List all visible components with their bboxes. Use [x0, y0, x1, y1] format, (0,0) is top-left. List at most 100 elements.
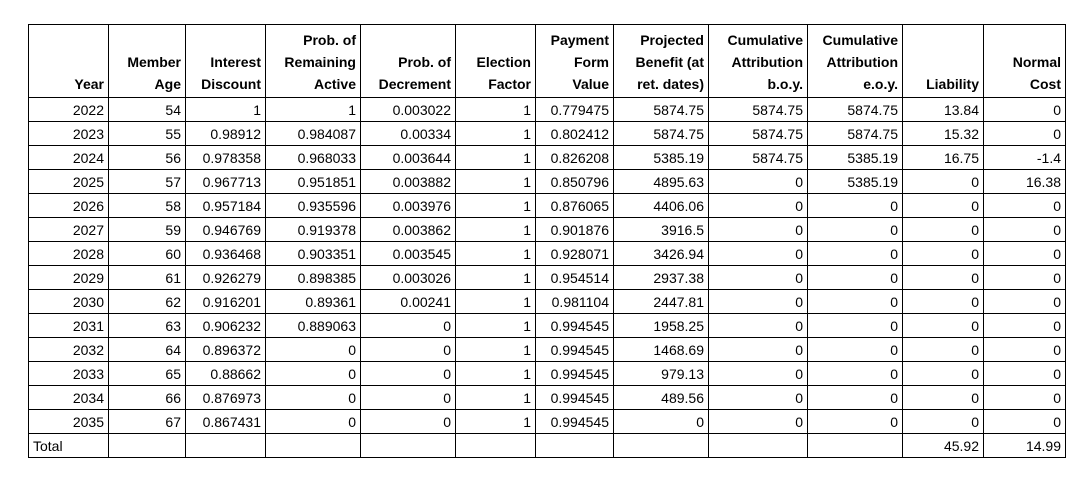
cell-cumulative-attribution-boy-2027[interactable]: 0	[708, 217, 808, 242]
cell-year-2027[interactable]: 2027	[28, 217, 109, 242]
cell-cumulative-attribution-boy-2022[interactable]: 5874.75	[708, 97, 808, 122]
cell-normal-cost-2030[interactable]: 0	[983, 289, 1066, 314]
cell-cumulative-attribution-eoy-2025[interactable]: 5385.19	[807, 169, 903, 194]
cell-liability-2034[interactable]: 0	[902, 385, 984, 410]
total-cell-prob-of-decrement[interactable]	[360, 433, 456, 458]
cell-year-2032[interactable]: 2032	[28, 337, 109, 362]
cell-interest-discount-2031[interactable]: 0.906232	[185, 313, 266, 338]
cell-projected-benefit-2034[interactable]: 489.56	[613, 385, 709, 410]
cell-cumulative-attribution-boy-2034[interactable]: 0	[708, 385, 808, 410]
cell-payment-form-value-2035[interactable]: 0.994545	[535, 409, 614, 434]
cell-year-2026[interactable]: 2026	[28, 193, 109, 218]
cell-prob-remaining-active-2032[interactable]: 0	[265, 337, 361, 362]
cell-interest-discount-2028[interactable]: 0.936468	[185, 241, 266, 266]
cell-projected-benefit-2026[interactable]: 4406.06	[613, 193, 709, 218]
cell-normal-cost-2024[interactable]: -1.4	[983, 145, 1066, 170]
cell-year-2030[interactable]: 2030	[28, 289, 109, 314]
cell-prob-remaining-active-2035[interactable]: 0	[265, 409, 361, 434]
cell-projected-benefit-2029[interactable]: 2937.38	[613, 265, 709, 290]
cell-interest-discount-2033[interactable]: 0.88662	[185, 361, 266, 386]
header-cell-cumulative-attribution-eoy[interactable]: Cumulative Attribution e.o.y.	[807, 24, 903, 98]
cell-normal-cost-2023[interactable]: 0	[983, 121, 1066, 146]
header-cell-normal-cost[interactable]: Normal Cost	[983, 24, 1066, 98]
cell-election-factor-2022[interactable]: 1	[455, 97, 536, 122]
cell-interest-discount-2024[interactable]: 0.978358	[185, 145, 266, 170]
cell-interest-discount-2032[interactable]: 0.896372	[185, 337, 266, 362]
cell-prob-of-decrement-2031[interactable]: 0	[360, 313, 456, 338]
cell-year-2028[interactable]: 2028	[28, 241, 109, 266]
cell-member-age-2032[interactable]: 64	[108, 337, 186, 362]
cell-cumulative-attribution-eoy-2029[interactable]: 0	[807, 265, 903, 290]
cell-member-age-2026[interactable]: 58	[108, 193, 186, 218]
cell-payment-form-value-2030[interactable]: 0.981104	[535, 289, 614, 314]
cell-cumulative-attribution-eoy-2035[interactable]: 0	[807, 409, 903, 434]
header-cell-member-age[interactable]: Member Age	[108, 24, 186, 98]
total-cell-cumulative-attribution-boy[interactable]	[708, 433, 808, 458]
cell-election-factor-2023[interactable]: 1	[455, 121, 536, 146]
cell-projected-benefit-2035[interactable]: 0	[613, 409, 709, 434]
cell-normal-cost-2029[interactable]: 0	[983, 265, 1066, 290]
cell-election-factor-2029[interactable]: 1	[455, 265, 536, 290]
cell-normal-cost-2031[interactable]: 0	[983, 313, 1066, 338]
cell-cumulative-attribution-eoy-2031[interactable]: 0	[807, 313, 903, 338]
header-cell-year[interactable]: Year	[28, 24, 109, 98]
cell-payment-form-value-2025[interactable]: 0.850796	[535, 169, 614, 194]
cell-prob-of-decrement-2032[interactable]: 0	[360, 337, 456, 362]
cell-payment-form-value-2033[interactable]: 0.994545	[535, 361, 614, 386]
cell-payment-form-value-2027[interactable]: 0.901876	[535, 217, 614, 242]
cell-normal-cost-2033[interactable]: 0	[983, 361, 1066, 386]
cell-election-factor-2026[interactable]: 1	[455, 193, 536, 218]
cell-year-2023[interactable]: 2023	[28, 121, 109, 146]
cell-cumulative-attribution-eoy-2024[interactable]: 5385.19	[807, 145, 903, 170]
cell-member-age-2035[interactable]: 67	[108, 409, 186, 434]
cell-year-2031[interactable]: 2031	[28, 313, 109, 338]
cell-election-factor-2031[interactable]: 1	[455, 313, 536, 338]
cell-interest-discount-2022[interactable]: 1	[185, 97, 266, 122]
cell-interest-discount-2030[interactable]: 0.916201	[185, 289, 266, 314]
cell-election-factor-2035[interactable]: 1	[455, 409, 536, 434]
cell-interest-discount-2026[interactable]: 0.957184	[185, 193, 266, 218]
cell-prob-of-decrement-2028[interactable]: 0.003545	[360, 241, 456, 266]
total-cell-projected-benefit[interactable]	[613, 433, 709, 458]
cell-prob-remaining-active-2031[interactable]: 0.889063	[265, 313, 361, 338]
total-cell-cumulative-attribution-eoy[interactable]	[807, 433, 903, 458]
cell-cumulative-attribution-boy-2026[interactable]: 0	[708, 193, 808, 218]
cell-projected-benefit-2030[interactable]: 2447.81	[613, 289, 709, 314]
cell-election-factor-2027[interactable]: 1	[455, 217, 536, 242]
cell-interest-discount-2027[interactable]: 0.946769	[185, 217, 266, 242]
cell-prob-of-decrement-2030[interactable]: 0.00241	[360, 289, 456, 314]
cell-payment-form-value-2029[interactable]: 0.954514	[535, 265, 614, 290]
cell-member-age-2025[interactable]: 57	[108, 169, 186, 194]
cell-projected-benefit-2031[interactable]: 1958.25	[613, 313, 709, 338]
cell-member-age-2033[interactable]: 65	[108, 361, 186, 386]
header-cell-election-factor[interactable]: Election Factor	[455, 24, 536, 98]
cell-year-2033[interactable]: 2033	[28, 361, 109, 386]
cell-cumulative-attribution-eoy-2030[interactable]: 0	[807, 289, 903, 314]
total-cell-normal-cost[interactable]: 14.99	[983, 433, 1066, 458]
cell-cumulative-attribution-eoy-2032[interactable]: 0	[807, 337, 903, 362]
cell-payment-form-value-2031[interactable]: 0.994545	[535, 313, 614, 338]
cell-member-age-2022[interactable]: 54	[108, 97, 186, 122]
cell-liability-2031[interactable]: 0	[902, 313, 984, 338]
cell-prob-of-decrement-2027[interactable]: 0.003862	[360, 217, 456, 242]
header-cell-projected-benefit[interactable]: Projected Benefit (at ret. dates)	[613, 24, 709, 98]
cell-member-age-2023[interactable]: 55	[108, 121, 186, 146]
total-cell-prob-remaining-active[interactable]	[265, 433, 361, 458]
cell-liability-2029[interactable]: 0	[902, 265, 984, 290]
cell-cumulative-attribution-boy-2028[interactable]: 0	[708, 241, 808, 266]
cell-cumulative-attribution-boy-2023[interactable]: 5874.75	[708, 121, 808, 146]
cell-cumulative-attribution-eoy-2027[interactable]: 0	[807, 217, 903, 242]
cell-year-2034[interactable]: 2034	[28, 385, 109, 410]
cell-prob-of-decrement-2029[interactable]: 0.003026	[360, 265, 456, 290]
cell-prob-of-decrement-2024[interactable]: 0.003644	[360, 145, 456, 170]
cell-prob-of-decrement-2034[interactable]: 0	[360, 385, 456, 410]
cell-cumulative-attribution-boy-2031[interactable]: 0	[708, 313, 808, 338]
cell-prob-remaining-active-2022[interactable]: 1	[265, 97, 361, 122]
cell-liability-2030[interactable]: 0	[902, 289, 984, 314]
cell-prob-remaining-active-2025[interactable]: 0.951851	[265, 169, 361, 194]
cell-prob-remaining-active-2027[interactable]: 0.919378	[265, 217, 361, 242]
cell-liability-2024[interactable]: 16.75	[902, 145, 984, 170]
cell-projected-benefit-2025[interactable]: 4895.63	[613, 169, 709, 194]
total-cell-liability[interactable]: 45.92	[902, 433, 984, 458]
cell-year-2024[interactable]: 2024	[28, 145, 109, 170]
